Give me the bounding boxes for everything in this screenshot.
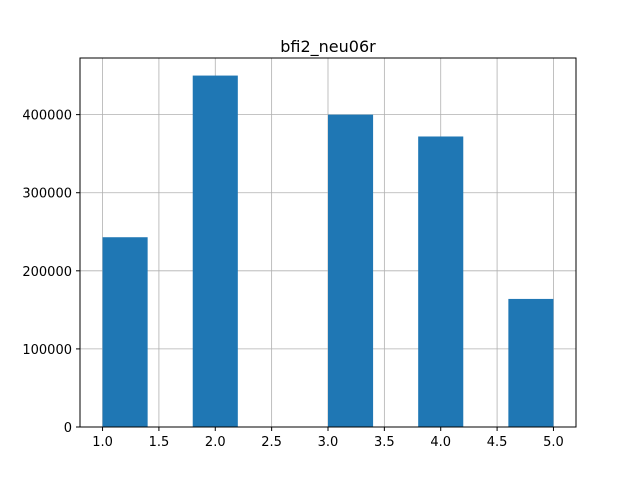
x-tick-label: 4.5 [487, 435, 508, 450]
y-tick-label: 100000 [22, 343, 72, 358]
bars [102, 75, 554, 428]
x-tick-label: 3.5 [374, 435, 395, 450]
x-tick-label: 3.0 [318, 435, 339, 450]
x-tick-label: 1.0 [92, 435, 113, 450]
histogram-bar [192, 75, 238, 428]
x-axis-ticks: 1.0 1.5 2.0 2.5 3.0 3.5 4.0 4.5 5.0 [92, 427, 564, 450]
y-tick-label: 200000 [22, 265, 72, 280]
x-tick-label: 2.5 [261, 435, 282, 450]
y-tick-label: 0 [64, 421, 72, 436]
x-tick-label: 5.0 [543, 435, 564, 450]
y-tick-label: 300000 [22, 187, 72, 202]
x-tick-label: 4.0 [430, 435, 451, 450]
histogram-bar [508, 298, 554, 427]
y-axis-ticks: 0 100000 200000 300000 400000 [22, 109, 80, 436]
x-tick-label: 2.0 [205, 435, 226, 450]
histogram-bar [328, 114, 374, 427]
chart-title: bfi2_neu06r [280, 37, 376, 57]
y-tick-label: 400000 [22, 109, 72, 124]
histogram-bar [102, 237, 148, 427]
x-tick-label: 1.5 [149, 435, 170, 450]
histogram-bar [418, 136, 464, 427]
